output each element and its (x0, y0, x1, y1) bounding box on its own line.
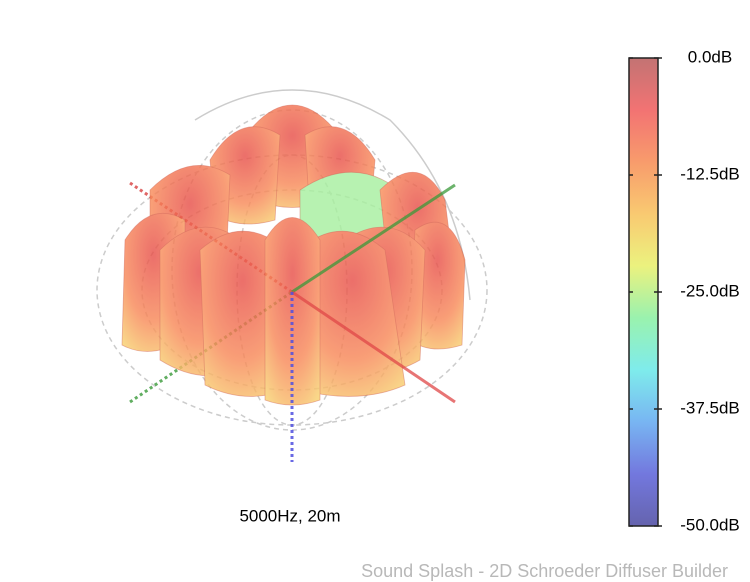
axis-line (291, 183, 456, 294)
tick-label: 0.0dB (688, 47, 732, 66)
tick-label: -25.0dB (680, 281, 740, 300)
tick-label: -37.5dB (680, 398, 740, 417)
caption: 5000Hz, 20m (239, 506, 340, 525)
guide-arc (194, 89, 471, 301)
lobes (121, 104, 466, 406)
tick-label: -12.5dB (680, 164, 740, 183)
tick-label: -50.0dB (680, 515, 740, 534)
colorbar (628, 57, 659, 527)
axis-line (291, 290, 456, 404)
polar-plot (96, 89, 488, 462)
footer: Sound Splash - 2D Schroeder Diffuser Bui… (361, 561, 728, 581)
lobe (299, 230, 406, 397)
